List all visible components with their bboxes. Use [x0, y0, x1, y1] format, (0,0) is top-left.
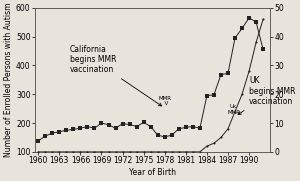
Text: UK
begins MMR
vaccination: UK begins MMR vaccination	[238, 76, 296, 115]
Text: California
begins MMR
vaccination: California begins MMR vaccination	[70, 45, 162, 106]
Y-axis label: Number of Enrolled Persons with Autism: Number of Enrolled Persons with Autism	[4, 3, 13, 157]
Text: MMR
  V: MMR V	[158, 96, 171, 106]
X-axis label: Year of Birth: Year of Birth	[129, 168, 176, 177]
Text: Uk
MMR: Uk MMR	[227, 104, 240, 115]
